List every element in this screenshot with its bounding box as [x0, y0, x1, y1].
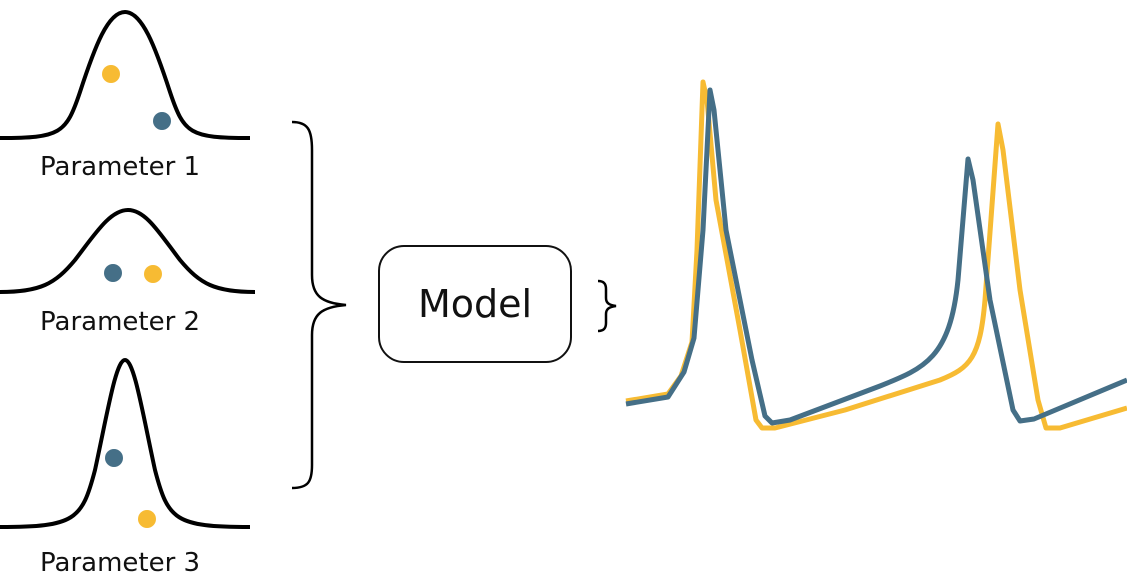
parameter-1-sample-yellow: [102, 65, 120, 83]
model-box: Model: [378, 245, 572, 363]
parameter-2-distribution-curve: [0, 207, 256, 294]
parameter-1-sample-blue: [153, 112, 171, 130]
parameters-grouping-brace: [291, 120, 347, 490]
parameter-2-label: Parameter 2: [40, 307, 201, 337]
output-trace-blue: [625, 87, 1127, 426]
parameter-3-sample-blue: [105, 449, 123, 467]
parameter-3-distribution-curve: [0, 357, 251, 529]
parameter-2-sample-blue: [104, 264, 122, 282]
output-trace-yellow: [625, 79, 1127, 431]
parameter-2-sample-yellow: [144, 265, 162, 283]
parameter-3-sample-yellow: [138, 510, 156, 528]
model-output-brace: [597, 279, 617, 333]
parameter-1-label: Parameter 1: [40, 152, 201, 182]
parameter-3-label: Parameter 3: [40, 548, 201, 578]
model-label: Model: [417, 282, 533, 326]
parameter-1-distribution-curve: [0, 9, 251, 140]
